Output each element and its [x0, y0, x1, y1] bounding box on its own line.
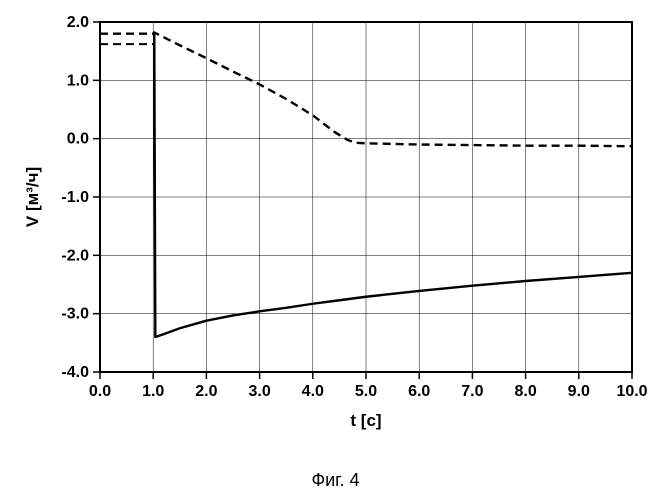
svg-text:10.0: 10.0: [616, 383, 647, 400]
svg-text:7.0: 7.0: [461, 383, 483, 400]
svg-text:-4.0: -4.0: [61, 364, 89, 381]
svg-text:-3.0: -3.0: [61, 306, 89, 323]
svg-text:-1.0: -1.0: [61, 189, 89, 206]
svg-text:3.0: 3.0: [248, 383, 270, 400]
svg-text:2.0: 2.0: [67, 14, 89, 31]
svg-text:9.0: 9.0: [568, 383, 590, 400]
svg-text:-2.0: -2.0: [61, 247, 89, 264]
svg-text:2.0: 2.0: [195, 383, 217, 400]
svg-text:6.0: 6.0: [408, 383, 430, 400]
svg-text:0.0: 0.0: [67, 131, 89, 148]
line-chart: 0.0 1.0 2.0 3.0 4.0 5.0 6.0 7.0 8.0 9.0 10.0 -4.0 -3…: [0, 0, 671, 460]
svg-text:1.0: 1.0: [142, 383, 164, 400]
svg-text:0.0: 0.0: [89, 383, 111, 400]
svg-text:1.0: 1.0: [67, 72, 89, 89]
figure-caption: Фиг. 4: [0, 470, 671, 491]
svg-text:8.0: 8.0: [514, 383, 536, 400]
chart-container: 0.0 1.0 2.0 3.0 4.0 5.0 6.0 7.0 8.0 9.0 10.0 -4.0 -3…: [0, 0, 671, 500]
svg-text:5.0: 5.0: [355, 383, 377, 400]
svg-text:4.0: 4.0: [302, 383, 324, 400]
svg-text:V [м³/ч]: V [м³/ч]: [23, 167, 42, 227]
svg-text:t [c]: t [c]: [350, 411, 381, 430]
